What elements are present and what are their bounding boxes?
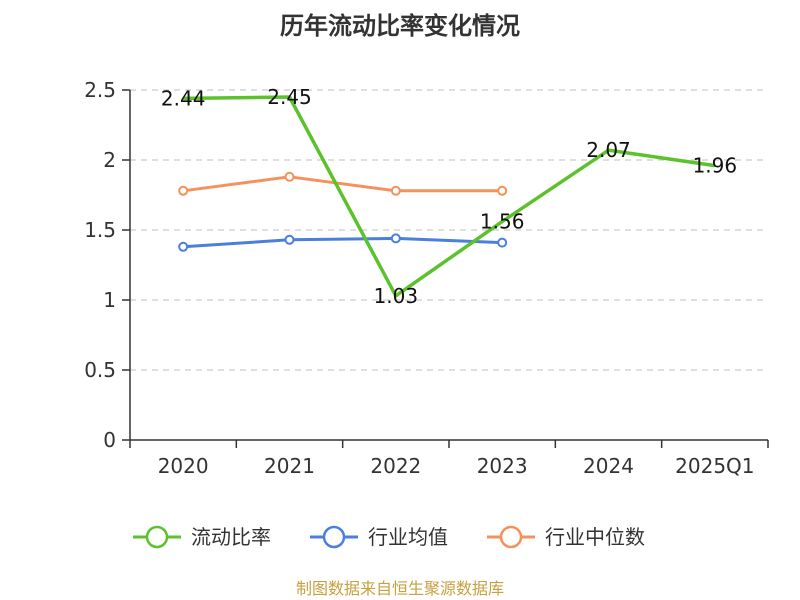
series-line-industry-average <box>183 236 503 249</box>
series-layer <box>178 95 716 298</box>
legend-item-industry-average: 行业均值 <box>310 525 448 549</box>
series-line-current-ratio <box>183 95 716 298</box>
x-tick-label: 2023 <box>477 454 528 478</box>
data-label: 1.96 <box>693 154 738 178</box>
data-point-industry-median <box>178 185 189 196</box>
x-tick-label: 2022 <box>370 454 421 478</box>
y-tick-label: 2 <box>103 148 116 172</box>
data-point-industry-median <box>497 185 508 196</box>
x-tick-label: 2020 <box>158 454 209 478</box>
legend-item-current-ratio: 流动比率 <box>133 525 271 549</box>
data-point-industry-median <box>284 171 295 182</box>
data-point-industry-average <box>390 233 401 244</box>
y-tick-label: 1 <box>103 288 116 312</box>
grid <box>130 89 768 371</box>
y-tick-label: 0.5 <box>84 358 116 382</box>
data-label: 1.03 <box>374 284 419 308</box>
y-tick-label: 1.5 <box>84 218 116 242</box>
legend-label: 流动比率 <box>191 525 271 549</box>
x-tick-label: 2025Q1 <box>675 454 754 478</box>
y-tick-label: 0 <box>103 428 116 452</box>
legend-label: 行业中位数 <box>545 525 645 549</box>
legend: 流动比率 行业均值 行业中位数 <box>133 525 645 549</box>
legend-label: 行业均值 <box>368 525 448 549</box>
legend-swatch-marker <box>322 525 346 549</box>
chart-title: 历年流动比率变化情况 <box>280 12 520 40</box>
data-label: 2.44 <box>161 86 206 110</box>
legend-swatch-marker <box>499 525 523 549</box>
data-point-industry-median <box>390 185 401 196</box>
x-tick-label: 2021 <box>264 454 315 478</box>
data-point-industry-average <box>284 234 295 245</box>
axes: 0 0.5 1 1.5 2 2.5 2020 2021 2022 2023 2024 2025Q1 <box>84 78 769 478</box>
x-tick-label: 2024 <box>583 454 634 478</box>
y-tick-label: 2.5 <box>84 78 116 102</box>
legend-item-industry-median: 行业中位数 <box>487 525 645 549</box>
source-note: 制图数据来自恒生聚源数据库 <box>296 579 504 598</box>
legend-swatch-marker <box>145 525 169 549</box>
series-line-industry-median <box>182 175 503 193</box>
data-label: 2.07 <box>586 138 631 162</box>
data-labels: 2.44 2.45 1.03 1.56 2.07 1.96 <box>161 85 737 308</box>
data-label: 1.56 <box>480 210 525 234</box>
data-point-industry-average <box>497 237 508 248</box>
data-label: 2.45 <box>267 85 312 109</box>
data-point-industry-average <box>178 241 189 252</box>
